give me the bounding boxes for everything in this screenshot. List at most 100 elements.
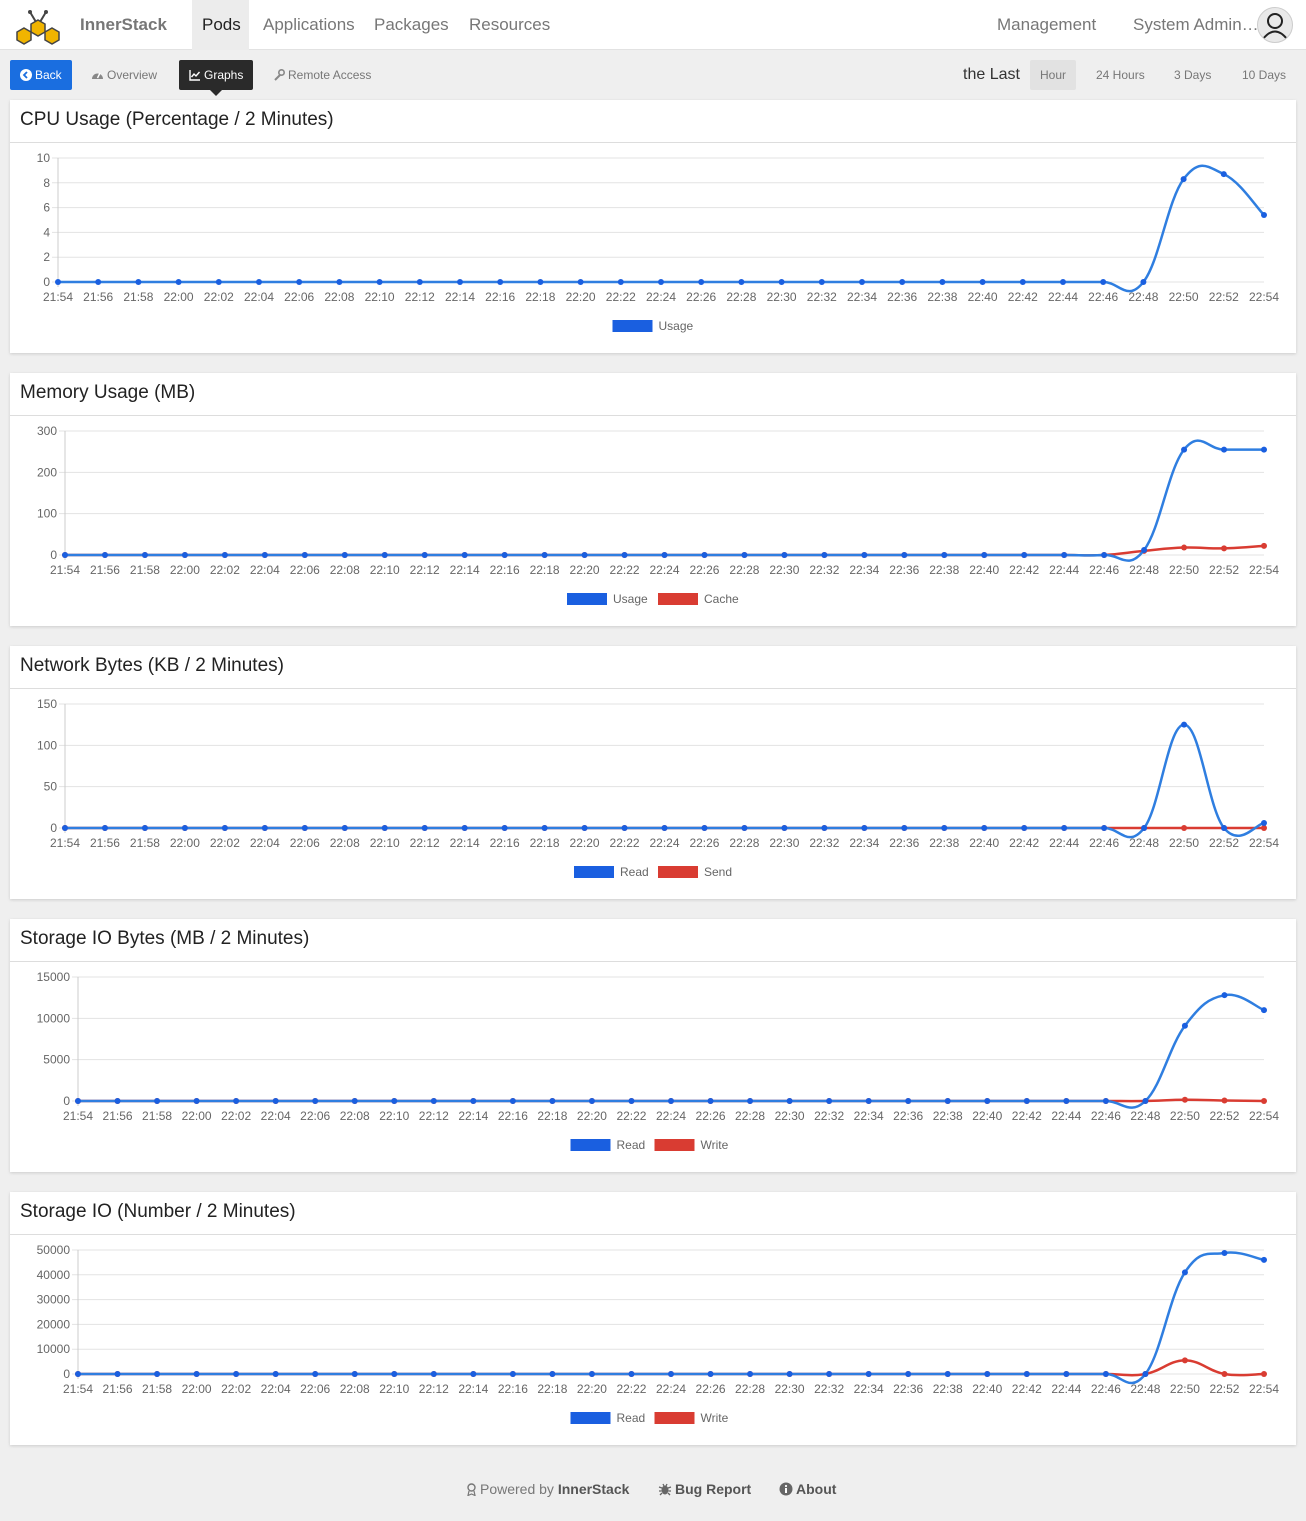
divider	[10, 961, 1296, 962]
x-tick-label: 22:24	[656, 1109, 686, 1123]
y-tick-label: 30000	[37, 1293, 71, 1307]
data-point	[391, 1371, 398, 1377]
data-point	[1261, 542, 1267, 549]
legend-label[interactable]: Send	[704, 865, 732, 879]
x-tick-label: 22:08	[330, 563, 360, 577]
back-button[interactable]: Back	[10, 60, 72, 90]
nav-packages[interactable]: Packages	[374, 15, 449, 34]
x-tick-label: 22:44	[1049, 563, 1079, 577]
data-point	[470, 1098, 477, 1104]
about-link[interactable]: About	[779, 1481, 836, 1497]
overview-label: Overview	[107, 68, 158, 82]
y-tick-label: 2	[43, 250, 50, 264]
graphs-tab[interactable]: Graphs	[179, 60, 254, 96]
x-tick-label: 21:58	[123, 290, 153, 304]
data-point	[272, 1371, 279, 1377]
legend-label[interactable]: Write	[701, 1138, 729, 1152]
nav-applications[interactable]: Applications	[263, 15, 355, 34]
data-point	[193, 1098, 200, 1104]
data-point	[577, 279, 584, 285]
legend-swatch[interactable]	[612, 320, 653, 332]
range-3-days[interactable]: 3 Days	[1174, 68, 1212, 82]
storage-io-number-panel: Storage IO (Number / 2 Minutes) 0 10000 20…	[10, 1192, 1296, 1445]
nav-pods[interactable]: Pods	[192, 0, 249, 50]
legend-swatch[interactable]	[654, 1412, 695, 1424]
x-tick-label: 22:00	[164, 290, 194, 304]
storage-io-bytes-chart: 0 5000 10000 15000 21:54 21:56 21:58 22:00 22:02…	[37, 970, 1280, 1152]
nav-resources[interactable]: Resources	[469, 15, 551, 34]
memory-usage-chart: 0 100 200 300 21:54 21:56 21:58 22:00 22:02 22:04…	[37, 424, 1279, 606]
legend-label[interactable]: Read	[617, 1138, 646, 1152]
data-point	[261, 825, 268, 831]
remote-access-tab[interactable]: Remote Access	[263, 60, 381, 90]
x-tick-label: 22:52	[1209, 290, 1239, 304]
legend-label[interactable]: Write	[701, 1411, 729, 1425]
range-10-days[interactable]: 10 Days	[1242, 68, 1287, 82]
legend-label[interactable]: Usage	[613, 592, 648, 606]
legend-swatch[interactable]	[658, 593, 698, 605]
legend-swatch[interactable]	[654, 1139, 695, 1151]
data-point	[114, 1098, 121, 1104]
data-point	[778, 279, 785, 285]
range-24-hours[interactable]: 24 Hours	[1096, 68, 1145, 82]
x-tick-label: 22:52	[1209, 1109, 1239, 1123]
storage-io-number-chart: 0 10000 20000 30000 40000 50000 21:54 21:56 21:5…	[37, 1243, 1280, 1425]
x-tick-label: 22:54	[1249, 290, 1279, 304]
powered-by[interactable]: Powered by InnerStack	[466, 1481, 629, 1497]
data-point	[1261, 825, 1267, 831]
award-icon	[467, 1483, 476, 1497]
nav-management[interactable]: Management	[997, 15, 1097, 34]
x-tick-label: 21:54	[63, 1382, 93, 1396]
overview-tab[interactable]: Overview	[81, 60, 167, 90]
x-tick-label: 22:18	[530, 563, 560, 577]
y-tick-label: 0	[63, 1094, 70, 1108]
x-tick-label: 22:46	[1089, 836, 1119, 850]
avatar[interactable]	[1257, 7, 1293, 43]
legend-swatch[interactable]	[574, 866, 614, 878]
legend-label[interactable]: Usage	[659, 319, 694, 333]
user-menu[interactable]: System Admin…	[1133, 15, 1259, 34]
y-tick-label: 150	[37, 697, 57, 711]
x-tick-label: 22:44	[1049, 836, 1079, 850]
legend-label[interactable]: Cache	[704, 592, 739, 606]
y-tick-label: 6	[43, 201, 50, 215]
brand-name[interactable]: InnerStack	[80, 15, 167, 34]
x-tick-label: 22:04	[244, 290, 274, 304]
y-tick-label: 10000	[37, 1011, 71, 1025]
legend-swatch[interactable]	[658, 866, 698, 878]
divider	[10, 1234, 1296, 1235]
x-tick-label: 22:38	[929, 563, 959, 577]
range-hour[interactable]: Hour	[1030, 60, 1076, 90]
graphs-label: Graphs	[204, 68, 244, 82]
x-tick-label: 22:24	[649, 836, 679, 850]
data-point	[901, 825, 908, 831]
about-label: About	[796, 1481, 837, 1497]
x-tick-label: 22:20	[577, 1109, 607, 1123]
legend-swatch[interactable]	[570, 1139, 611, 1151]
data-point	[336, 279, 343, 285]
x-tick-label: 22:12	[410, 563, 440, 577]
x-tick-label: 22:30	[769, 836, 799, 850]
data-point	[376, 279, 383, 285]
legend-label[interactable]: Read	[617, 1411, 646, 1425]
x-tick-label: 22:04	[250, 836, 280, 850]
data-point	[939, 279, 946, 285]
x-tick-label: 22:22	[610, 563, 640, 577]
x-tick-label: 21:58	[142, 1109, 172, 1123]
data-point	[984, 1371, 991, 1377]
x-tick-label: 22:30	[775, 1109, 805, 1123]
x-tick-label: 22:20	[570, 836, 600, 850]
x-tick-label: 22:18	[530, 836, 560, 850]
x-tick-label: 22:06	[300, 1382, 330, 1396]
data-point	[62, 825, 68, 831]
bug-report-link[interactable]: Bug Report	[658, 1481, 751, 1497]
x-tick-label: 22:02	[221, 1382, 251, 1396]
legend-swatch[interactable]	[570, 1412, 611, 1424]
x-tick-label: 22:40	[968, 290, 998, 304]
data-point	[549, 1098, 556, 1104]
x-tick-label: 22:50	[1170, 1382, 1200, 1396]
legend-label[interactable]: Read	[620, 865, 649, 879]
data-point	[430, 1371, 437, 1377]
legend-swatch[interactable]	[567, 593, 607, 605]
data-point	[581, 552, 588, 558]
